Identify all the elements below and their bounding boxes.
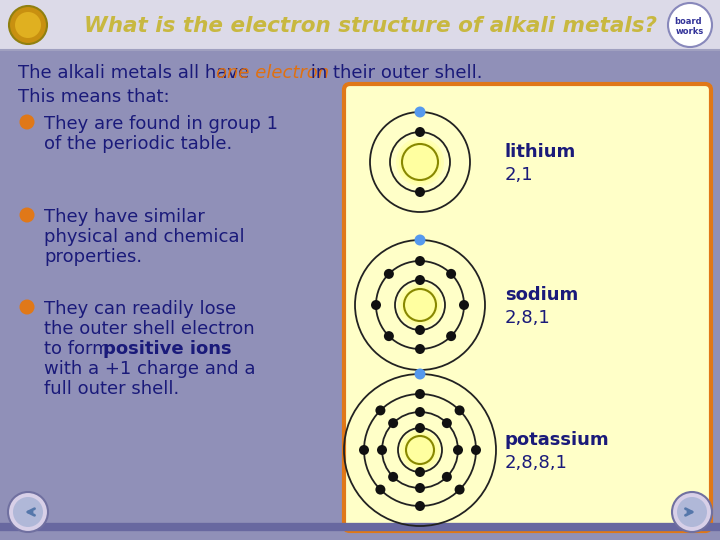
Text: lithium: lithium (505, 143, 576, 161)
Circle shape (19, 207, 35, 222)
Circle shape (459, 300, 469, 310)
Text: full outer shell.: full outer shell. (44, 380, 179, 398)
Circle shape (415, 256, 425, 266)
Circle shape (359, 445, 369, 455)
Circle shape (388, 472, 398, 482)
Circle shape (377, 445, 387, 455)
Circle shape (471, 445, 481, 455)
Text: one electron: one electron (217, 64, 330, 82)
Text: of the periodic table.: of the periodic table. (44, 135, 233, 153)
Circle shape (415, 407, 425, 417)
Circle shape (8, 492, 48, 532)
Circle shape (415, 106, 426, 118)
Circle shape (442, 418, 452, 428)
Circle shape (668, 3, 712, 47)
Circle shape (19, 114, 35, 130)
Circle shape (375, 406, 385, 415)
Circle shape (446, 269, 456, 279)
Text: This means that:: This means that: (18, 88, 170, 106)
Text: positive ions: positive ions (103, 340, 231, 358)
Circle shape (454, 406, 464, 415)
Circle shape (406, 436, 434, 464)
Text: in their outer shell.: in their outer shell. (305, 64, 482, 82)
Circle shape (446, 331, 456, 341)
Circle shape (384, 269, 394, 279)
Circle shape (415, 501, 425, 511)
FancyBboxPatch shape (344, 84, 711, 531)
FancyBboxPatch shape (0, 0, 720, 50)
Circle shape (398, 283, 442, 327)
Text: They can readily lose: They can readily lose (44, 300, 236, 318)
Circle shape (402, 144, 438, 180)
Circle shape (415, 234, 426, 246)
Text: The alkali metals all have: The alkali metals all have (18, 64, 255, 82)
Circle shape (672, 492, 712, 532)
Circle shape (404, 289, 436, 321)
Circle shape (415, 275, 425, 285)
Text: works: works (676, 26, 704, 36)
Circle shape (9, 6, 47, 44)
Circle shape (15, 12, 41, 38)
Circle shape (453, 445, 463, 455)
Text: with a +1 charge and a: with a +1 charge and a (44, 360, 256, 378)
Circle shape (415, 389, 425, 399)
Text: They are found in group 1: They are found in group 1 (44, 115, 278, 133)
Circle shape (396, 138, 444, 186)
Circle shape (401, 286, 439, 324)
Text: properties.: properties. (44, 248, 142, 266)
Text: 2,1: 2,1 (505, 166, 534, 184)
Text: the outer shell electron: the outer shell electron (44, 320, 255, 338)
Circle shape (454, 484, 464, 495)
Circle shape (415, 187, 425, 197)
Text: potassium: potassium (505, 431, 610, 449)
Circle shape (415, 423, 425, 433)
Circle shape (415, 325, 425, 335)
Circle shape (384, 331, 394, 341)
Circle shape (19, 300, 35, 314)
Text: They have similar: They have similar (44, 208, 205, 226)
Circle shape (415, 467, 425, 477)
FancyBboxPatch shape (0, 0, 720, 50)
Text: sodium: sodium (505, 286, 578, 304)
Circle shape (388, 418, 398, 428)
Text: physical and chemical: physical and chemical (44, 228, 245, 246)
Text: 2,8,1: 2,8,1 (505, 309, 551, 327)
Text: What is the electron structure of alkali metals?: What is the electron structure of alkali… (84, 16, 657, 36)
Circle shape (677, 497, 707, 527)
Circle shape (403, 433, 437, 467)
Circle shape (442, 472, 452, 482)
Text: 2,8,8,1: 2,8,8,1 (505, 454, 568, 472)
Circle shape (400, 430, 440, 470)
Circle shape (415, 344, 425, 354)
Circle shape (375, 484, 385, 495)
Circle shape (415, 483, 425, 493)
Text: board: board (674, 17, 702, 26)
Circle shape (399, 141, 441, 183)
Circle shape (415, 127, 425, 137)
Circle shape (371, 300, 381, 310)
Circle shape (13, 497, 43, 527)
Text: to form: to form (44, 340, 115, 358)
Circle shape (415, 368, 426, 380)
